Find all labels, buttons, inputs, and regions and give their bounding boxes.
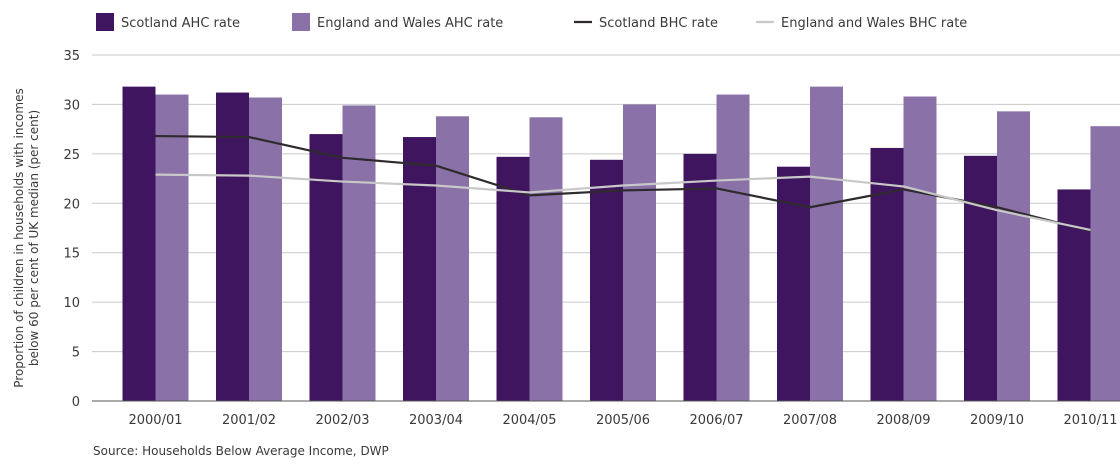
bar-england-wales-ahc bbox=[436, 116, 469, 401]
x-tick-label: 2010/11 bbox=[1063, 413, 1117, 428]
y-tick-label: 10 bbox=[63, 296, 80, 311]
y-tick-label: 20 bbox=[63, 197, 80, 212]
x-tick-label: 2003/04 bbox=[409, 413, 463, 428]
y-axis-label: Proportion of children in households wit… bbox=[12, 88, 41, 387]
legend-label: England and Wales BHC rate bbox=[781, 16, 967, 31]
x-tick-label: 2005/06 bbox=[596, 413, 650, 428]
y-tick-label: 0 bbox=[72, 395, 80, 410]
bar-england-wales-ahc bbox=[810, 86, 843, 402]
bar-scotland-ahc bbox=[964, 155, 997, 401]
legend-swatch bbox=[292, 13, 310, 31]
x-tick-label: 2008/09 bbox=[876, 413, 930, 428]
y-tick-label: 25 bbox=[63, 148, 80, 163]
legend: Scotland AHC rate England and Wales AHC r… bbox=[96, 13, 967, 31]
y-tick-label: 15 bbox=[63, 247, 80, 262]
legend-label: England and Wales AHC rate bbox=[317, 16, 503, 31]
y-tick-label: 5 bbox=[72, 346, 80, 361]
lines bbox=[155, 134, 1091, 233]
bar-england-wales-ahc bbox=[249, 97, 282, 401]
x-tick-label: 2006/07 bbox=[689, 413, 743, 428]
bar-scotland-ahc bbox=[403, 137, 436, 401]
bar-england-wales-ahc bbox=[623, 104, 656, 401]
source-note: Source: Households Below Average Income,… bbox=[93, 444, 389, 458]
bar-england-wales-ahc bbox=[1090, 126, 1120, 402]
bar-england-wales-ahc bbox=[155, 94, 189, 402]
bars bbox=[122, 86, 1120, 402]
bar-england-wales-ahc bbox=[997, 111, 1030, 401]
bar-scotland-ahc bbox=[309, 134, 343, 402]
bar-england-wales-ahc bbox=[529, 117, 563, 401]
line-england-wales-bhc bbox=[155, 173, 1091, 232]
bar-england-wales-ahc bbox=[903, 96, 937, 402]
bar-england-wales-ahc bbox=[342, 105, 376, 401]
legend-label: Scotland AHC rate bbox=[121, 16, 240, 31]
legend-label: Scotland BHC rate bbox=[599, 16, 718, 31]
bar-scotland-ahc bbox=[122, 86, 156, 402]
bar-scotland-ahc bbox=[216, 92, 249, 402]
y-tick-label: 35 bbox=[63, 49, 80, 64]
x-tick-label: 2000/01 bbox=[128, 413, 182, 428]
x-tick-label: 2004/05 bbox=[502, 413, 556, 428]
bar-scotland-ahc bbox=[1057, 189, 1091, 401]
bar-england-wales-ahc bbox=[716, 94, 750, 402]
y-axis-label-line: below 60 per cent of UK median (per cent… bbox=[27, 110, 41, 366]
x-tick-label: 2009/10 bbox=[970, 413, 1024, 428]
chart: Scotland AHC rate England and Wales AHC r… bbox=[12, 13, 1120, 428]
x-tick-label: 2001/02 bbox=[222, 413, 276, 428]
bar-scotland-ahc bbox=[496, 156, 530, 401]
y-tick-label: 30 bbox=[63, 98, 80, 113]
x-tick-label: 2007/08 bbox=[783, 413, 837, 428]
bar-scotland-ahc bbox=[683, 153, 717, 401]
x-tick-label: 2002/03 bbox=[315, 413, 369, 428]
legend-swatch bbox=[96, 13, 114, 31]
y-axis-label-line: Proportion of children in households wit… bbox=[12, 88, 26, 387]
bar-scotland-ahc bbox=[590, 159, 623, 401]
x-axis-ticks: 2000/01 2001/02 2002/03 2003/04 2004/05 2005/… bbox=[128, 413, 1117, 428]
y-axis-ticks: 0 5 10 15 20 25 30 35 bbox=[63, 49, 80, 410]
